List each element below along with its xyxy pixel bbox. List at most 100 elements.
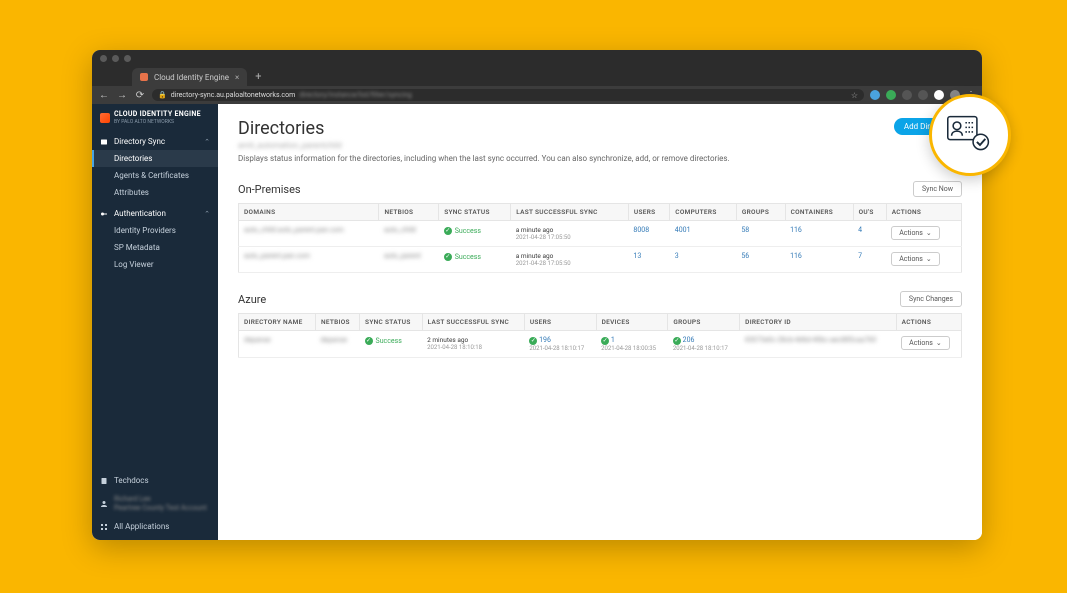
containers-link[interactable]: 116: [790, 252, 802, 260]
sidebar-bottom: Techdocs Richard Lee Peartree County Tes…: [92, 471, 218, 540]
groups-link[interactable]: 58: [741, 226, 749, 234]
nav-item-label: Identity Providers: [114, 226, 176, 235]
check-icon: ✓: [444, 253, 452, 261]
col-dirname: DIRECTORY NAME: [239, 314, 316, 331]
ext-icon-4[interactable]: [918, 90, 928, 100]
users-link[interactable]: 196: [539, 336, 551, 344]
ext-icon-1[interactable]: [870, 90, 880, 100]
forward-button[interactable]: →: [116, 90, 128, 101]
user-account[interactable]: Richard Lee Peartree County Test Account: [92, 490, 218, 517]
ext-puzzle-icon[interactable]: [934, 90, 944, 100]
table-row: depanse depanse ✓Success 2 minutes ago20…: [239, 331, 962, 358]
tab-close-icon[interactable]: ×: [235, 73, 239, 82]
all-apps-label: All Applications: [114, 522, 169, 531]
chevron-down-icon: ⌄: [926, 229, 932, 237]
product-by: BY PALO ALTO NETWORKS: [114, 119, 201, 125]
ous-link[interactable]: 4: [858, 226, 862, 234]
chevron-down-icon: ⌄: [936, 339, 942, 347]
nav-item-directories[interactable]: Directories: [92, 150, 218, 167]
actions-label: Actions: [899, 255, 923, 263]
actions-button[interactable]: Actions⌄: [901, 336, 950, 350]
nav-item-label: SP Metadata: [114, 243, 160, 252]
actions-button[interactable]: Actions⌄: [891, 226, 940, 240]
check-icon: ✓: [444, 227, 452, 235]
nav-item-idp[interactable]: Identity Providers: [92, 222, 218, 239]
main-content: Directories amit_automation_parentchild …: [218, 104, 982, 540]
col-groups: GROUPS: [668, 314, 740, 331]
techdocs-link[interactable]: Techdocs: [92, 471, 218, 490]
col-actions: ACTIONS: [896, 314, 961, 331]
status-cell: ✓Success: [444, 227, 481, 235]
nav-section-authentication[interactable]: Authentication ⌃: [92, 205, 218, 222]
col-computers: COMPUTERS: [670, 204, 737, 221]
col-last-sync: LAST SUCCESSFUL SYNC: [422, 314, 524, 331]
actions-label: Actions: [909, 339, 933, 347]
bookmark-icon[interactable]: ☆: [851, 91, 858, 100]
reload-button[interactable]: ⟳: [134, 90, 146, 101]
computers-link[interactable]: 4001: [675, 226, 691, 234]
sync-time: 2 minutes ago: [427, 336, 519, 344]
key-icon: [100, 210, 108, 218]
col-last-sync: LAST SUCCESSFUL SYNC: [511, 204, 629, 221]
status-cell: ✓Success: [444, 253, 481, 261]
nav-item-agents[interactable]: Agents & Certificates: [92, 167, 218, 184]
new-tab-button[interactable]: +: [255, 70, 261, 83]
groups-link[interactable]: 206: [683, 336, 695, 344]
on-prem-table: DOMAINS NETBIOS SYNC STATUS LAST SUCCESS…: [238, 203, 962, 273]
traffic-light-min[interactable]: [112, 55, 119, 62]
traffic-light-max[interactable]: [124, 55, 131, 62]
identity-badge-icon: [947, 115, 993, 155]
nav-item-attributes[interactable]: Attributes: [92, 184, 218, 201]
product-name: CLOUD IDENTITY ENGINE: [114, 110, 201, 118]
sidebar: CLOUD IDENTITY ENGINE BY PALO ALTO NETWO…: [92, 104, 218, 540]
ext-icon-2[interactable]: [886, 90, 896, 100]
col-actions: ACTIONS: [886, 204, 961, 221]
page-header: Directories amit_automation_parentchild …: [238, 118, 962, 163]
grid-icon: [100, 523, 108, 531]
nav-item-sp[interactable]: SP Metadata: [92, 239, 218, 256]
status-text: Success: [376, 337, 402, 345]
traffic-light-close[interactable]: [100, 55, 107, 62]
url-path: directory/instance/list/filter/syncing: [299, 91, 412, 99]
sync-changes-button[interactable]: Sync Changes: [900, 291, 962, 307]
domain-cell: auto_parent.pan.com: [244, 252, 310, 260]
nav-item-label: Attributes: [114, 188, 149, 197]
netbios-cell: auto_parent: [384, 252, 421, 260]
containers-link[interactable]: 116: [790, 226, 802, 234]
browser-window: Cloud Identity Engine × + ← → ⟳ 🔒 direct…: [92, 50, 982, 540]
azure-table: DIRECTORY NAME NETBIOS SYNC STATUS LAST …: [238, 313, 962, 358]
nav-label: Directory Sync: [114, 137, 198, 146]
back-button[interactable]: ←: [98, 90, 110, 101]
section-title-azure: Azure: [238, 293, 266, 306]
users-link[interactable]: 8008: [633, 226, 649, 234]
col-users: USERS: [628, 204, 669, 221]
browser-tab[interactable]: Cloud Identity Engine ×: [132, 68, 247, 86]
nav-item-label: Log Viewer: [114, 260, 154, 269]
actions-button[interactable]: Actions⌄: [891, 252, 940, 266]
nav-section-directory-sync[interactable]: Directory Sync ⌃: [92, 133, 218, 150]
col-ous: OU'S: [853, 204, 886, 221]
url-bar[interactable]: 🔒 directory-sync.au.paloaltonetworks.com…: [152, 89, 864, 101]
status-text: Success: [455, 227, 481, 235]
nav-label: Authentication: [114, 209, 198, 218]
all-apps-link[interactable]: All Applications: [92, 517, 218, 536]
computers-link[interactable]: 3: [675, 252, 679, 260]
col-netbios: NETBIOS: [379, 204, 439, 221]
ext-icon-3[interactable]: [902, 90, 912, 100]
techdocs-label: Techdocs: [114, 476, 149, 485]
sync-now-button[interactable]: Sync Now: [913, 181, 962, 197]
users-link[interactable]: 13: [633, 252, 641, 260]
devices-link[interactable]: 1: [611, 336, 615, 344]
nav-item-log[interactable]: Log Viewer: [92, 256, 218, 273]
sync-timestamp: 2021-04-28 17:05:50: [516, 234, 624, 241]
on-prem-section: On-Premises Sync Now DOMAINS NETBIOS SYN…: [238, 181, 962, 273]
domain-cell: auto_child.auto_parent.pan.com: [244, 226, 344, 234]
groups-link[interactable]: 56: [741, 252, 749, 260]
users-timestamp: 2021-04-28 18:10:17: [529, 345, 591, 352]
url-host: directory-sync.au.paloaltonetworks.com: [171, 91, 296, 99]
check-icon: ✓: [601, 337, 609, 345]
user-name: Richard Lee: [114, 495, 207, 503]
col-netbios: NETBIOS: [315, 314, 359, 331]
azure-section: Azure Sync Changes DIRECTORY NAME NETBIO…: [238, 291, 962, 358]
ous-link[interactable]: 7: [858, 252, 862, 260]
